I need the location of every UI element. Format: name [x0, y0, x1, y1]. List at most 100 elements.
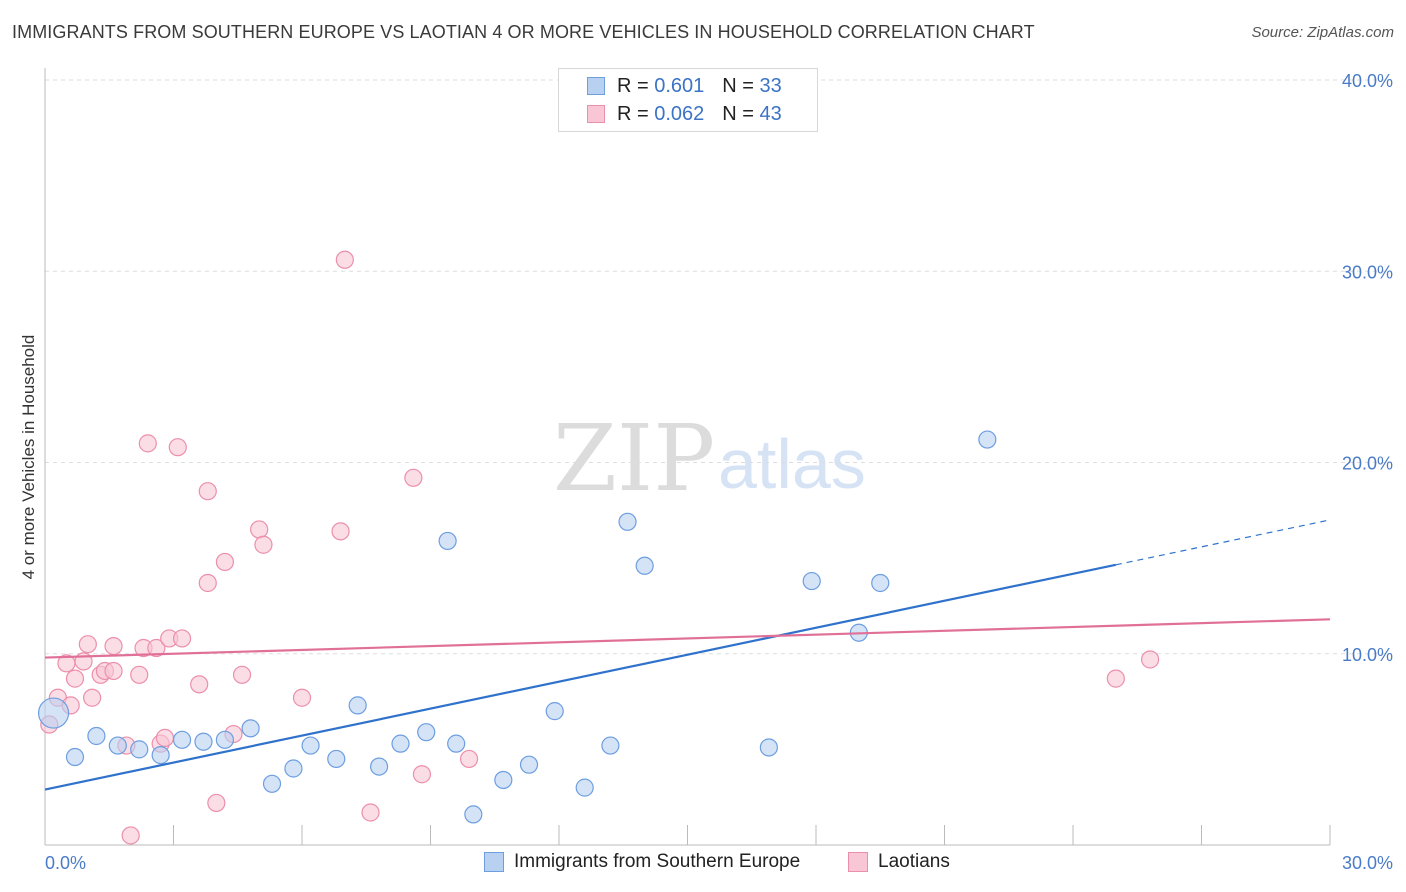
bottom-legend-swatch-pink	[848, 852, 868, 872]
trend-lines	[44, 519, 1331, 791]
southern-europe-point-26	[618, 512, 637, 531]
y-tick-label-1: 20.0%	[1342, 454, 1393, 474]
laotians-point-7	[83, 688, 102, 707]
legend-n-label: N =	[722, 74, 754, 97]
laotians-point-37	[412, 765, 432, 784]
southern-europe-point-3	[108, 736, 127, 755]
laotians-point-36	[404, 468, 423, 487]
legend-r-label: R =	[617, 74, 649, 97]
laotians-point-4	[65, 669, 85, 688]
source-label: Source: ZipAtlas.com	[1251, 24, 1394, 41]
southern-europe-trend-line-dashed	[1115, 519, 1331, 566]
y-tick-label-0: 10.0%	[1342, 645, 1393, 665]
southern-europe-point-8	[215, 730, 234, 749]
laotians-trend-line	[44, 618, 1331, 659]
y-axis-label: 4 or more Vehicles in Household	[19, 335, 38, 580]
legend-r-label: R =	[617, 102, 649, 125]
southern-europe-point-28	[759, 738, 778, 757]
southern-europe-point-16	[391, 734, 410, 753]
bottom-legend-laotians: Laotians	[848, 851, 950, 873]
southern-europe-trend-line	[44, 563, 1117, 791]
watermark: ZIP atlas	[553, 405, 866, 512]
southern-europe-point-29	[802, 571, 821, 591]
southern-europe-point-11	[284, 759, 303, 778]
laotians-point-34	[335, 250, 354, 269]
y-tick-label-2: 30.0%	[1342, 262, 1393, 282]
southern-europe-point-10	[262, 774, 282, 793]
southern-europe-point-9	[241, 719, 260, 738]
laotians-point-40	[1140, 650, 1160, 669]
laotians-point-13	[121, 826, 140, 845]
x-tick-label-0: 0.0%	[45, 853, 86, 873]
laotians-point-22	[172, 629, 192, 648]
laotians-point-10	[104, 661, 123, 681]
legend-r-value: 0.601	[654, 74, 705, 97]
laotians-point-25	[198, 482, 217, 501]
southern-europe-point-19	[447, 734, 466, 753]
southern-europe-point-31	[871, 573, 890, 593]
bottom-legend-southern-europe: Immigrants from Southern Europe	[484, 851, 800, 873]
legend-swatch-blue	[587, 77, 605, 95]
bottom-legend-swatch-blue	[484, 852, 504, 872]
southern-europe-point-32	[978, 430, 997, 449]
laotians-point-24	[198, 573, 217, 593]
southern-europe-point-2	[87, 726, 106, 746]
x-tick-labels: 0.0% 30.0%	[45, 853, 1393, 873]
southern-europe-point-17	[417, 723, 436, 742]
laotians-point-39	[1106, 669, 1125, 688]
laotians-point-23	[190, 675, 209, 694]
southern-europe-point-18	[438, 531, 457, 551]
laotians-point-11	[104, 636, 123, 656]
watermark-zip: ZIP	[553, 405, 715, 512]
southern-europe-point-6	[172, 730, 192, 749]
legend-n-value: 43	[759, 102, 782, 125]
laotians-point-30	[250, 520, 269, 539]
laotians-point-29	[232, 665, 252, 684]
laotians-point-14	[130, 665, 149, 684]
laotians-point-31	[254, 535, 273, 554]
y-tick-label-3: 40.0%	[1342, 71, 1393, 91]
southern-europe-point-14	[348, 696, 367, 715]
legend-n-value: 33	[759, 74, 782, 97]
y-tick-labels: 10.0% 20.0% 30.0% 40.0%	[1342, 71, 1393, 665]
laotians-point-6	[78, 635, 97, 654]
southern-europe-point-21	[494, 770, 513, 790]
chart-title: IMMIGRANTS FROM SOUTHERN EUROPE VS LAOTI…	[12, 22, 1035, 42]
southern-europe-point-22	[519, 755, 539, 774]
legend-r-value: 0.062	[654, 102, 705, 125]
axes	[44, 68, 1331, 846]
laotians-point-32	[292, 688, 312, 707]
legend-n-label: N =	[722, 102, 754, 125]
laotians-point-21	[168, 438, 187, 457]
southern-europe-point-25	[601, 736, 620, 755]
laotians-point-16	[138, 434, 157, 453]
southern-europe-point-12	[301, 736, 320, 755]
southern-europe-point-13	[327, 749, 346, 769]
legend: R = 0.601 N = 33 R = 0.062 N = 43	[558, 68, 818, 132]
legend-swatch-pink	[587, 105, 605, 123]
southern-europe-point-4	[130, 740, 149, 759]
laotians-point-35	[361, 803, 380, 822]
southern-europe-point-0	[37, 697, 70, 729]
laotians-point-38	[459, 749, 479, 769]
bottom-legend-label-laotians: Laotians	[878, 851, 950, 872]
southern-europe-point-5	[151, 746, 170, 765]
laotians-point-33	[331, 522, 350, 541]
southern-europe-point-1	[65, 747, 85, 767]
laotians-point-26	[207, 793, 226, 813]
gridlines	[45, 79, 1392, 655]
southern-europe-point-23	[545, 702, 564, 721]
legend-row-laotians: R = 0.062 N = 43	[587, 101, 782, 127]
southern-europe-point-15	[370, 757, 389, 776]
laotians-point-17	[147, 638, 166, 658]
southern-europe-point-27	[635, 556, 654, 575]
bottom-legend-label-southern-europe: Immigrants from Southern Europe	[514, 851, 801, 872]
x-tick-label-1: 30.0%	[1342, 853, 1393, 873]
southern-europe-point-24	[575, 778, 594, 797]
laotians-point-19	[155, 728, 175, 748]
watermark-atlas: atlas	[718, 425, 866, 503]
laotians-point-27	[215, 552, 234, 572]
southern-europe-point-20	[464, 805, 483, 824]
southern-europe-point-7	[194, 732, 213, 751]
